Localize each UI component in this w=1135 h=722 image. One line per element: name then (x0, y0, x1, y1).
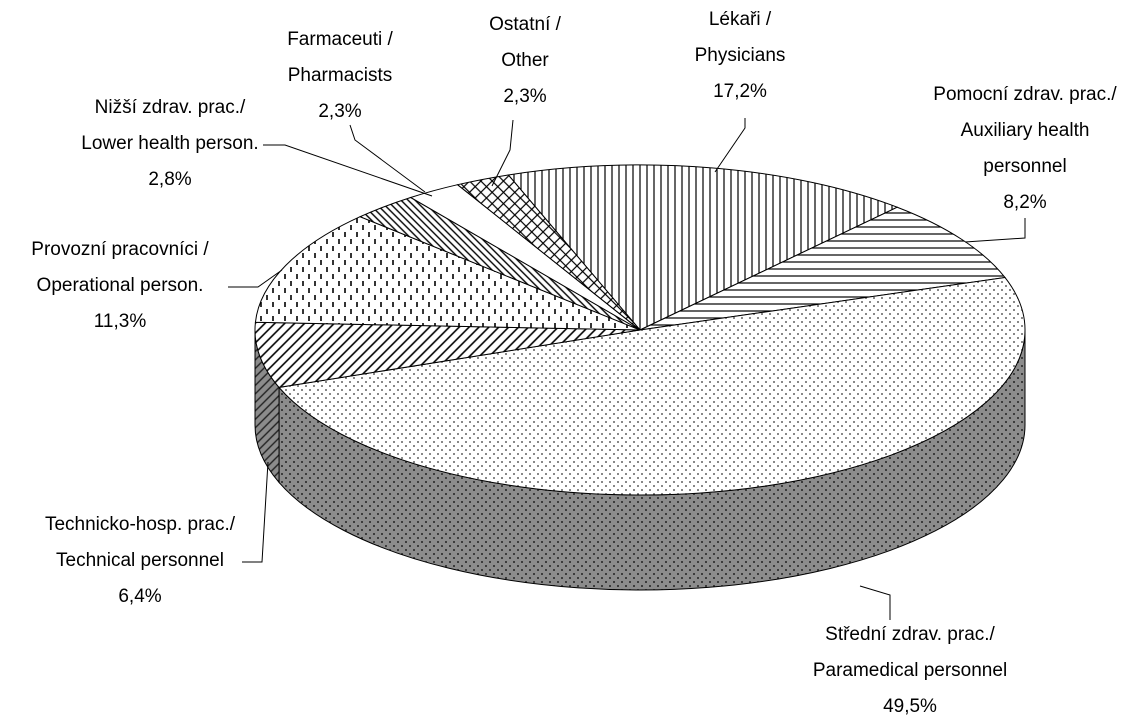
category-label: Pomocní zdrav. prac./ (933, 84, 1117, 105)
slice (456, 174, 641, 331)
category-label: Technicko-hosp. prac./ (45, 514, 236, 535)
category-label: Lékaři / (709, 9, 772, 30)
value-label: 2,8% (148, 169, 191, 190)
value-label: 11,3% (94, 311, 147, 332)
category-label: Auxiliary health (961, 120, 1090, 141)
category-label: Ostatní / (489, 14, 562, 35)
leader-line (714, 118, 746, 173)
leader-line (491, 119, 514, 187)
value-label: 2,3% (318, 101, 361, 122)
category-label: Other (501, 50, 549, 71)
category-label: Lower health person. (81, 133, 258, 154)
value-label: 6,4% (118, 586, 161, 607)
category-label: personnel (983, 156, 1066, 177)
slice (254, 321, 641, 388)
value-label: 49,5% (883, 696, 937, 717)
category-label: Pharmacists (288, 65, 393, 86)
slice (254, 216, 641, 331)
pie-tops (254, 164, 1026, 496)
category-label: Physicians (695, 45, 786, 66)
leader-line (263, 144, 433, 197)
category-label: Střední zdrav. prac./ (825, 624, 995, 645)
leader-line (349, 124, 426, 193)
category-label: Technical personnel (56, 550, 224, 571)
category-label: Farmaceuti / (287, 29, 393, 50)
value-label: 8,2% (1003, 192, 1046, 213)
category-label: Provozní pracovníci / (31, 239, 209, 260)
category-label: Operational person. (37, 275, 204, 296)
category-label: Nižší zdrav. prac./ (95, 97, 246, 118)
category-label: Paramedical personnel (813, 660, 1007, 681)
leader-line (859, 585, 891, 620)
value-label: 2,3% (503, 86, 546, 107)
labels: Lékaři / Physicians 17,2% Pomocní zdrav. pr… (31, 9, 1117, 717)
leader-line (964, 218, 1026, 243)
leader-line (242, 461, 269, 563)
leader-line (228, 269, 283, 288)
slice (278, 276, 1026, 496)
slice (639, 206, 1006, 331)
value-label: 17,2% (713, 81, 767, 102)
